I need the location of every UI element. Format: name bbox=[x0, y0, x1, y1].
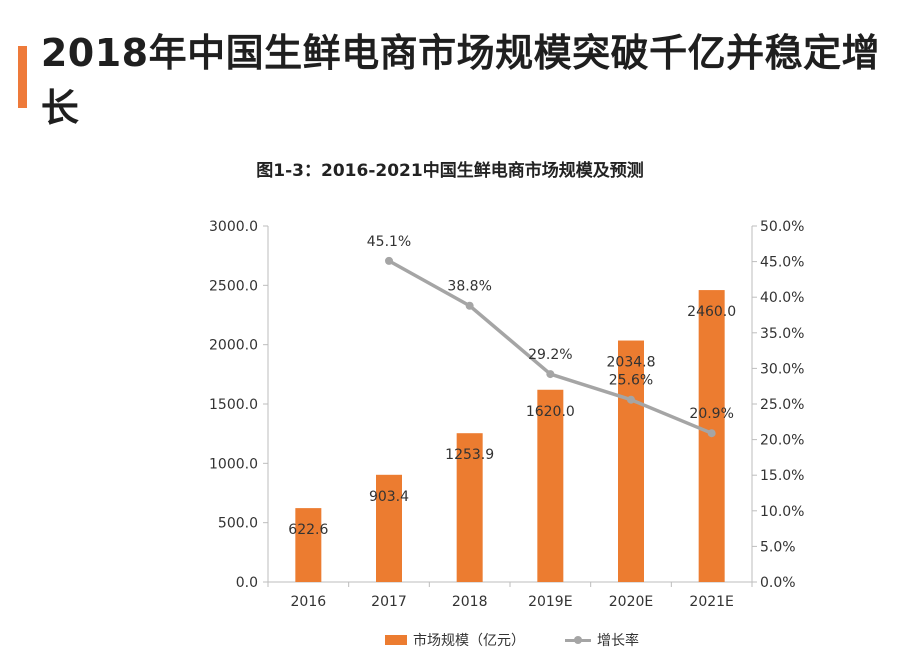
headline-text: 2018年中国生鲜电商市场规模突破千亿并稳定增长 bbox=[40, 31, 881, 130]
bar-data-label: 1620.0 bbox=[526, 404, 575, 420]
y-left-tick-label: 3000.0 bbox=[209, 219, 258, 235]
y-left-tick-label: 0.0 bbox=[236, 575, 258, 591]
y-right-tick-label: 0.0% bbox=[760, 575, 796, 591]
y-right-tick-label: 40.0% bbox=[760, 290, 804, 306]
bar bbox=[537, 389, 564, 582]
bar bbox=[295, 508, 322, 582]
y-left-tick-label: 500.0 bbox=[218, 516, 258, 532]
y-right-tick-label: 15.0% bbox=[760, 468, 804, 484]
line-data-label: 25.6% bbox=[609, 373, 653, 389]
y-left-tick-label: 1500.0 bbox=[209, 397, 258, 413]
y-right-tick-label: 30.0% bbox=[760, 361, 804, 377]
x-tick-label: 2016 bbox=[291, 594, 327, 610]
line-point bbox=[546, 370, 555, 379]
y-right-tick-label: 25.0% bbox=[760, 397, 804, 413]
headline: 2018年中国生鲜电商市场规模突破千亿并稳定增长 bbox=[18, 22, 900, 132]
y-right-tick-label: 5.0% bbox=[760, 539, 796, 555]
line-point bbox=[465, 301, 474, 310]
chart-title: 图1-3：2016-2021中国生鲜电商市场规模及预测 bbox=[256, 161, 644, 181]
line-data-label: 29.2% bbox=[528, 347, 572, 363]
line-point bbox=[385, 256, 393, 265]
y-right-tick-label: 45.0% bbox=[760, 255, 804, 271]
legend-label-bar: 市场规模（亿元） bbox=[413, 633, 525, 649]
line-data-label: 20.9% bbox=[689, 406, 733, 422]
y-left-tick-label: 2500.0 bbox=[209, 278, 258, 294]
headline-accent-bar bbox=[18, 46, 27, 108]
y-left-tick-label: 2000.0 bbox=[209, 338, 258, 354]
bar-data-label: 1253.9 bbox=[445, 447, 494, 463]
y-right-tick-label: 35.0% bbox=[760, 326, 804, 342]
legend-swatch-line bbox=[565, 635, 591, 645]
y-right-tick-label: 50.0% bbox=[760, 219, 804, 235]
bar-data-label: 903.4 bbox=[369, 489, 409, 505]
bar bbox=[456, 433, 483, 582]
line-data-label: 45.1% bbox=[367, 234, 411, 250]
line-data-label: 38.8% bbox=[447, 279, 491, 295]
bar-data-label: 622.6 bbox=[288, 522, 328, 538]
x-tick-label: 2020E bbox=[609, 594, 653, 610]
x-tick-label: 2019E bbox=[528, 594, 572, 610]
line-point bbox=[707, 429, 716, 438]
legend: 市场规模（亿元） 增长率 bbox=[385, 630, 639, 650]
bar bbox=[618, 340, 644, 582]
bar-data-label: 2034.8 bbox=[607, 355, 656, 371]
x-tick-label: 2018 bbox=[452, 594, 488, 610]
bar-data-label: 2460.0 bbox=[687, 304, 736, 320]
x-tick-label: 2021E bbox=[689, 594, 733, 610]
y-right-tick-label: 10.0% bbox=[760, 504, 804, 520]
legend-swatch-bar bbox=[385, 635, 407, 645]
x-tick-label: 2017 bbox=[371, 594, 407, 610]
y-left-tick-label: 1000.0 bbox=[209, 456, 258, 472]
legend-label-line: 增长率 bbox=[597, 633, 639, 649]
y-right-tick-label: 20.0% bbox=[760, 433, 804, 449]
bar bbox=[376, 474, 402, 582]
line-point bbox=[627, 395, 635, 404]
